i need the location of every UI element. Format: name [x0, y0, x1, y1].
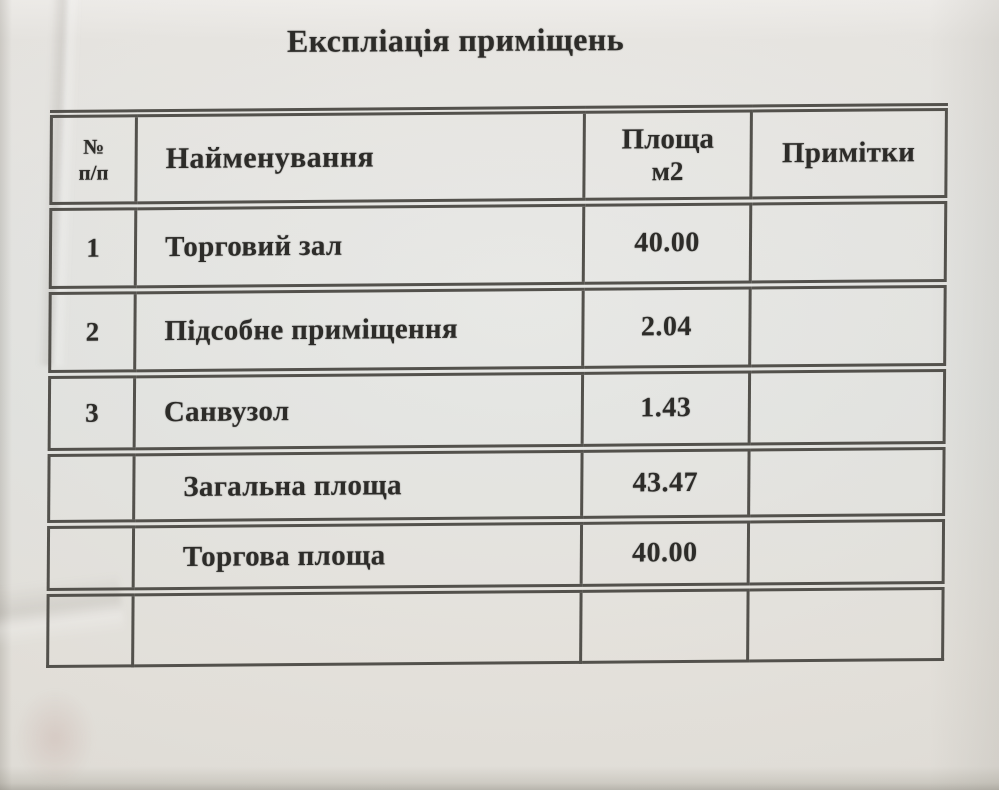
cell-name: [132, 587, 582, 666]
table-row-trade-area: Торгова площа 40.00: [48, 516, 944, 593]
table-row-empty: [47, 585, 944, 667]
document-title-text: Експліація приміщень: [286, 21, 625, 59]
cell-notes: [749, 366, 945, 447]
column-header-area-bottom: м2: [651, 155, 684, 187]
explication-table-wrapper: № п/п Найменування Площа м2 Примітки 1 Т…: [46, 103, 948, 668]
cell-name: Підсобне приміщення: [134, 285, 584, 374]
cell-num: [47, 591, 134, 667]
document-title: Експліація приміщень: [0, 19, 955, 61]
cell-notes: [750, 198, 946, 285]
column-header-name: Найменування: [135, 109, 585, 206]
cell-name: Торгова площа: [133, 519, 582, 592]
cell-num: 3: [49, 373, 135, 453]
table-row-1: 1 Торговий зал 40.00: [50, 198, 946, 291]
cell-area: 43.47: [581, 446, 750, 520]
cell-notes: [747, 585, 944, 661]
paper-smudge: [16, 690, 94, 786]
table-row-3: 3 Санвузол 1.43: [49, 366, 945, 453]
cell-num: 1: [50, 205, 136, 291]
column-header-num: № п/п: [50, 113, 137, 206]
cell-area: [580, 586, 749, 662]
cell-num: [48, 451, 135, 525]
cell-area: 2.04: [582, 284, 751, 370]
cell-area: 1.43: [582, 368, 750, 448]
column-header-area: Площа м2: [583, 108, 752, 202]
table-header-row: № п/п Найменування Площа м2 Примітки: [50, 106, 947, 206]
cell-area: 40.00: [581, 518, 749, 588]
column-header-num-top: №: [83, 134, 105, 159]
cell-name: Загальна площа: [133, 447, 583, 524]
column-header-notes: Примітки: [750, 106, 947, 201]
cell-num: 2: [49, 289, 136, 375]
column-header-num-bottom: п/п: [78, 160, 109, 185]
cell-notes: [748, 516, 944, 587]
cell-name: Торговий зал: [135, 201, 584, 290]
column-header-area-top: Площа: [621, 122, 715, 156]
explication-table: № п/п Найменування Площа м2 Примітки 1 Т…: [46, 103, 948, 668]
cell-num: [48, 523, 134, 593]
table-row-2: 2 Підсобне приміщення 2.04: [49, 282, 946, 375]
cell-name: Санвузол: [134, 369, 583, 452]
table-row-total-area: Загальна площа 43.47: [48, 444, 945, 525]
cell-area: 40.00: [583, 200, 751, 286]
cell-notes: [748, 444, 945, 519]
cell-notes: [749, 282, 946, 369]
paper-edge-shadow: [0, 0, 12, 790]
